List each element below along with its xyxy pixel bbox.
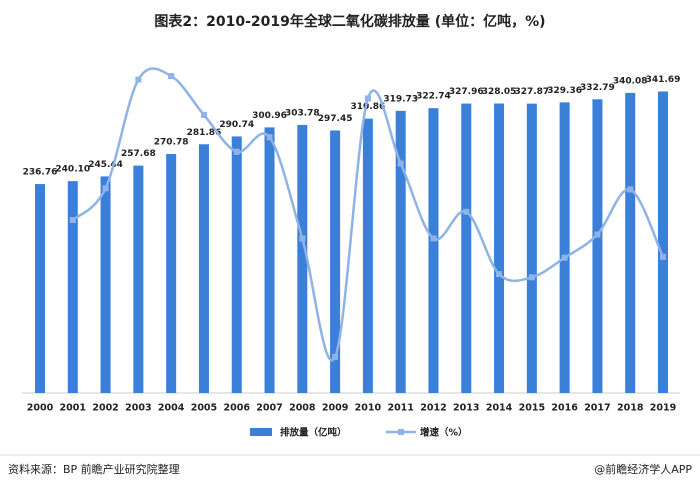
bar bbox=[428, 108, 439, 394]
line-marker bbox=[332, 353, 339, 360]
line-marker bbox=[463, 208, 470, 215]
data-label: 329.36 bbox=[547, 86, 582, 96]
line-marker bbox=[627, 186, 634, 193]
line-marker bbox=[528, 274, 535, 281]
data-label: 300.96 bbox=[252, 111, 287, 121]
chart-title: 图表2：2010-2019年全球二氧化碳排放量 (单位：亿吨，%) bbox=[154, 13, 545, 30]
data-label: 240.10 bbox=[55, 165, 90, 175]
data-label: 332.79 bbox=[580, 83, 615, 93]
line-marker bbox=[561, 254, 568, 261]
legend-swatch bbox=[250, 428, 272, 436]
line-marker bbox=[397, 160, 404, 167]
bar bbox=[34, 184, 45, 393]
data-label: 281.86 bbox=[187, 128, 222, 138]
data-label: 328.05 bbox=[482, 87, 517, 97]
bar bbox=[625, 92, 636, 394]
x-tick-label: 2014 bbox=[486, 403, 513, 414]
bar bbox=[297, 124, 308, 393]
data-label: 236.76 bbox=[23, 168, 58, 178]
bar bbox=[166, 154, 177, 393]
x-tick-label: 2018 bbox=[617, 403, 644, 414]
x-tick-label: 2003 bbox=[125, 403, 151, 414]
data-label: 310.86 bbox=[351, 102, 386, 112]
line-marker bbox=[660, 253, 667, 260]
x-tick-label: 2005 bbox=[191, 403, 217, 414]
legend-label: 增速（%） bbox=[420, 427, 468, 439]
line-marker bbox=[69, 217, 76, 224]
x-tick-label: 2002 bbox=[92, 403, 118, 414]
data-label: 341.69 bbox=[646, 75, 681, 85]
data-label: 327.96 bbox=[449, 87, 484, 97]
data-label: 290.74 bbox=[219, 120, 254, 130]
data-label: 257.68 bbox=[121, 149, 156, 159]
line-marker bbox=[594, 231, 601, 238]
x-tick-label: 2010 bbox=[355, 403, 382, 414]
data-label: 327.87 bbox=[514, 87, 549, 97]
data-label: 319.73 bbox=[383, 94, 418, 104]
bar bbox=[395, 110, 406, 394]
bar bbox=[592, 99, 603, 393]
growth-line bbox=[71, 67, 665, 362]
bar bbox=[559, 102, 570, 394]
data-label: 340.08 bbox=[613, 76, 648, 86]
line-marker bbox=[168, 73, 175, 80]
bar bbox=[658, 91, 669, 394]
bar bbox=[198, 144, 209, 393]
x-tick-label: 2009 bbox=[322, 403, 348, 414]
line-marker bbox=[102, 185, 109, 192]
bar bbox=[264, 127, 275, 393]
x-tick-label: 2016 bbox=[551, 403, 578, 414]
x-tick-label: 2015 bbox=[519, 403, 545, 414]
line-marker bbox=[364, 95, 371, 102]
bar bbox=[461, 103, 472, 393]
x-tick-label: 2013 bbox=[453, 403, 479, 414]
bar bbox=[67, 181, 78, 393]
x-tick-label: 2004 bbox=[158, 403, 185, 414]
legend-label: 排放量（亿吨） bbox=[280, 427, 347, 439]
line-marker bbox=[299, 235, 306, 242]
data-label: 270.78 bbox=[154, 138, 189, 148]
x-tick-label: 2019 bbox=[650, 403, 676, 414]
bar bbox=[362, 118, 373, 393]
data-label: 322.74 bbox=[416, 92, 451, 102]
x-tick-label: 2001 bbox=[60, 403, 86, 414]
x-tick-label: 2000 bbox=[27, 403, 54, 414]
x-tick-label: 2012 bbox=[420, 403, 446, 414]
line-marker bbox=[496, 271, 503, 278]
bar bbox=[100, 176, 111, 393]
line-marker bbox=[200, 111, 207, 118]
x-tick-label: 2006 bbox=[224, 403, 251, 414]
x-tick-label: 2017 bbox=[584, 403, 610, 414]
data-label: 245.44 bbox=[88, 160, 123, 170]
brand: @前瞻经济学人APP bbox=[594, 462, 692, 476]
x-tick-label: 2007 bbox=[256, 403, 282, 414]
source: 资料来源：BP 前瞻产业研究院整理 bbox=[8, 462, 180, 476]
data-label: 303.78 bbox=[285, 108, 320, 118]
line-marker bbox=[233, 148, 240, 155]
line-marker bbox=[135, 76, 142, 83]
data-label: 297.45 bbox=[318, 114, 353, 124]
x-tick-label: 2008 bbox=[289, 403, 316, 414]
bar bbox=[494, 103, 505, 393]
bar bbox=[133, 165, 144, 393]
bar bbox=[231, 136, 242, 394]
bar bbox=[330, 130, 341, 394]
x-tick-label: 2011 bbox=[387, 403, 413, 414]
line-marker bbox=[266, 134, 273, 141]
bar bbox=[526, 103, 537, 393]
legend-swatch bbox=[398, 429, 404, 435]
line-marker bbox=[430, 235, 437, 242]
